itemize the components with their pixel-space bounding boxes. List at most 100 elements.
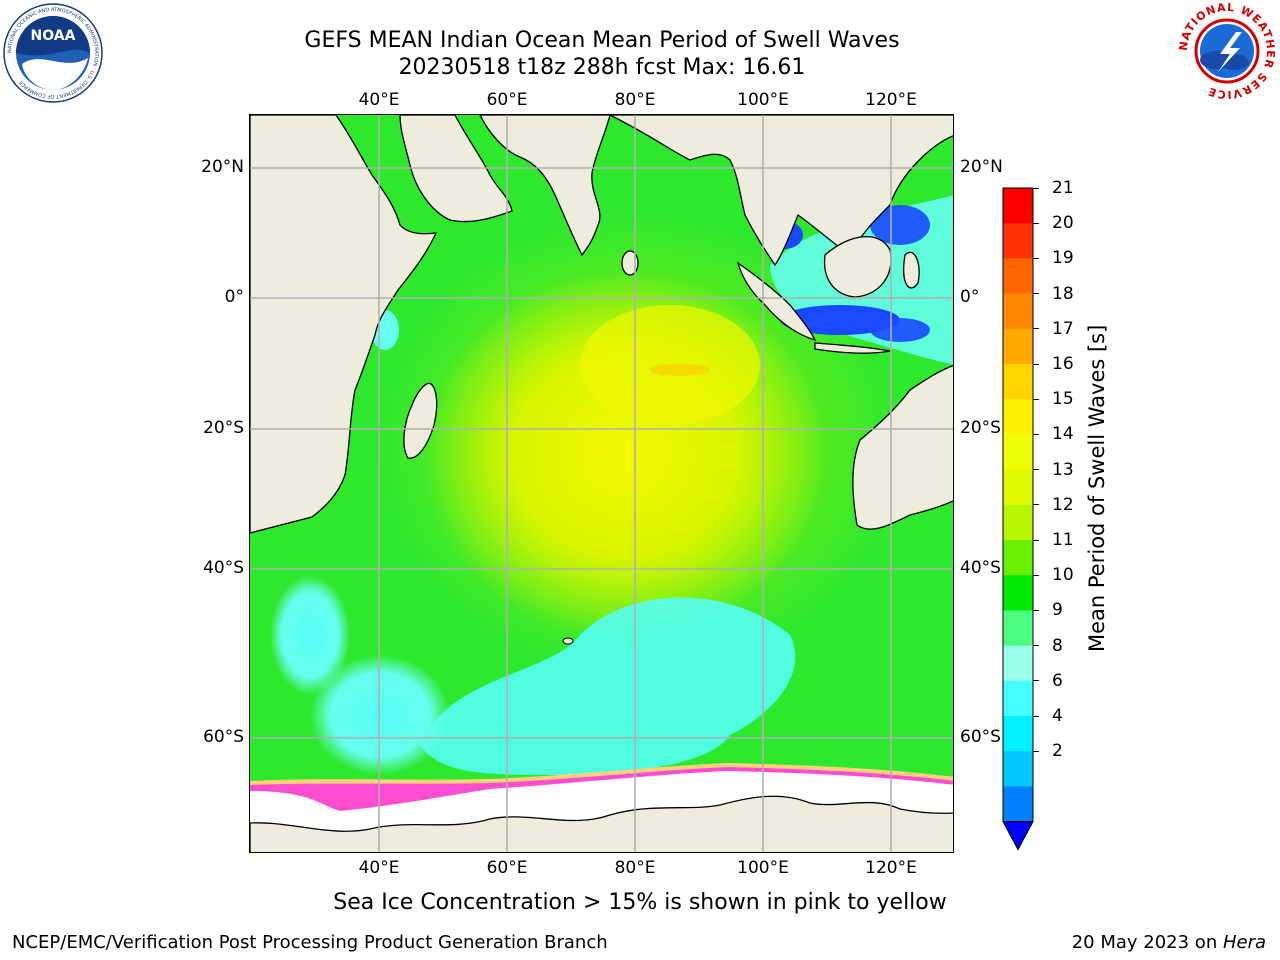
footer-left: NCEP/EMC/Verification Post Processing Pr…: [12, 932, 608, 953]
colorbar-tick-mark: [1033, 328, 1039, 330]
plot-subtitle: 20230518 t18z 288h fcst Max: 16.61: [398, 55, 806, 80]
noaa-logo-text: NOAA: [31, 28, 76, 44]
colorbar-tick-mark: [1033, 433, 1039, 435]
colorbar-tick-mark: [1033, 750, 1039, 752]
colorbar-tick-mark: [1033, 187, 1039, 189]
colorbar-segment: [1003, 786, 1033, 823]
sumatra: [736, 261, 817, 342]
lon-tick-top-120e: 120°E: [865, 90, 917, 110]
antarctica: [250, 795, 953, 852]
colorbar-tick-mark: [1033, 539, 1039, 541]
colorbar-tick-label: 15: [1052, 389, 1074, 410]
colorbar-segment: [1003, 434, 1033, 471]
colorbar-tick-mark: [1033, 363, 1039, 365]
colorbar-segment: [1003, 223, 1033, 259]
colorbar-segment: [1003, 399, 1033, 435]
sri-lanka: [621, 250, 639, 276]
footer-date: 20 May 2023 on: [1071, 932, 1223, 953]
colorbar-tick-label: 21: [1052, 178, 1074, 198]
colorbar-title: Mean Period of Swell Waves [s]: [1085, 324, 1109, 652]
java: [814, 342, 891, 354]
colorbar-tick-mark: [1033, 257, 1039, 259]
colorbar-segment: [1003, 645, 1033, 682]
colorbar-tick-mark: [1033, 469, 1039, 471]
colorbar-extension: [1002, 821, 1034, 851]
colorbar-segment: [1003, 680, 1033, 717]
sw-cyan-zone: [310, 655, 450, 775]
sea-ice-note: Sea Ice Concentration > 15% is shown in …: [333, 890, 947, 915]
colorbar-segment: [1003, 469, 1033, 506]
colorbar-tick-label: 9: [1052, 600, 1063, 621]
lat-tick-right-0: 0°: [960, 287, 980, 307]
colorbar-tick-label: 4: [1052, 706, 1063, 726]
lat-tick-right-20s: 20°S: [960, 418, 1001, 438]
colorbar-segment: [1003, 504, 1033, 541]
lat-tick-left-20s: 20°S: [203, 418, 244, 438]
colorbar-tick-label: 8: [1052, 635, 1063, 656]
nws-logo: NATIONAL WEATHER SERVICE: [1177, 2, 1276, 100]
colorbar-tick-mark: [1033, 574, 1039, 576]
map-svg: [250, 115, 953, 852]
colorbar-tick-label: 19: [1052, 248, 1074, 269]
footer-host: Hera: [1222, 932, 1266, 953]
colorbar-segment: [1003, 751, 1033, 787]
lat-tick-left-40s: 40°S: [203, 558, 244, 578]
colorbar-segment: [1003, 328, 1033, 365]
graticule: [250, 115, 953, 852]
madagascar: [403, 382, 438, 459]
colorbar-tick-label: 17: [1052, 318, 1074, 339]
colorbar-tick-mark: [1033, 645, 1039, 647]
colorbar-segment: [1003, 364, 1033, 400]
colorbar-segment: [1003, 540, 1033, 576]
java-sea-blue: [780, 305, 900, 335]
colorbar-tick-label: 13: [1052, 459, 1074, 480]
colorbar-tick-mark: [1033, 398, 1039, 400]
colorbar-tick-label: 11: [1052, 530, 1074, 550]
lon-tick-top-60e: 60°E: [486, 90, 528, 110]
colorbar-tick-mark: [1033, 293, 1039, 295]
se-asia-mainland: [609, 115, 953, 267]
lon-tick-top-40e: 40°E: [358, 90, 400, 110]
colorbar: [1002, 187, 1034, 851]
lat-tick-left-20n: 20°N: [201, 157, 244, 177]
lon-tick-top-80e: 80°E: [614, 90, 656, 110]
colorbar-tick-label: 20: [1052, 213, 1074, 234]
colorbar-segment: [1003, 716, 1033, 752]
india: [479, 115, 611, 257]
banda-blue: [870, 318, 930, 342]
colorbar-tick-label: 18: [1052, 283, 1074, 304]
noaa-logo: NOAA NATIONAL OCEANIC AND ATMOSPHERIC AD…: [3, 3, 103, 103]
map-panel: [249, 114, 954, 853]
colorbar-tick-mark: [1033, 715, 1039, 717]
colorbar-tick-mark: [1033, 504, 1039, 506]
lat-tick-left-0: 0°: [224, 287, 244, 307]
lat-tick-right-60s: 60°S: [960, 727, 1001, 747]
lon-tick-bottom-120e: 120°E: [865, 858, 917, 878]
colorbar-segment: [1003, 258, 1033, 295]
colorbar-tick-label: 6: [1052, 670, 1063, 691]
lon-tick-bottom-40e: 40°E: [358, 858, 400, 878]
colorbar-tick-mark: [1033, 680, 1039, 682]
colorbar-tick-mark: [1033, 609, 1039, 611]
australia: [852, 365, 953, 530]
colorbar-segment: [1003, 610, 1033, 647]
colorbar-segment: [1003, 575, 1033, 611]
footer-right: 20 May 2023 on Hera: [1072, 932, 1266, 953]
colorbar-tick-label: 16: [1052, 354, 1074, 374]
colorbar-svg: [1002, 187, 1034, 851]
lat-tick-left-60s: 60°S: [203, 727, 244, 747]
max-swell-core: [650, 364, 710, 376]
lat-tick-right-20n: 20°N: [960, 157, 1003, 177]
colorbar-tick-mark: [1033, 222, 1039, 224]
lon-tick-bottom-60e: 60°E: [486, 858, 528, 878]
plot-title: GEFS MEAN Indian Ocean Mean Period of Sw…: [304, 28, 900, 53]
celebes-blue: [870, 205, 930, 245]
lon-tick-bottom-80e: 80°E: [614, 858, 656, 878]
lat-tick-right-40s: 40°S: [960, 558, 1001, 578]
colorbar-tick-label: 2: [1052, 741, 1063, 762]
sulawesi: [903, 251, 920, 289]
borneo: [823, 236, 892, 298]
kerguelen: [562, 637, 574, 645]
lon-tick-bottom-100e: 100°E: [737, 858, 789, 878]
